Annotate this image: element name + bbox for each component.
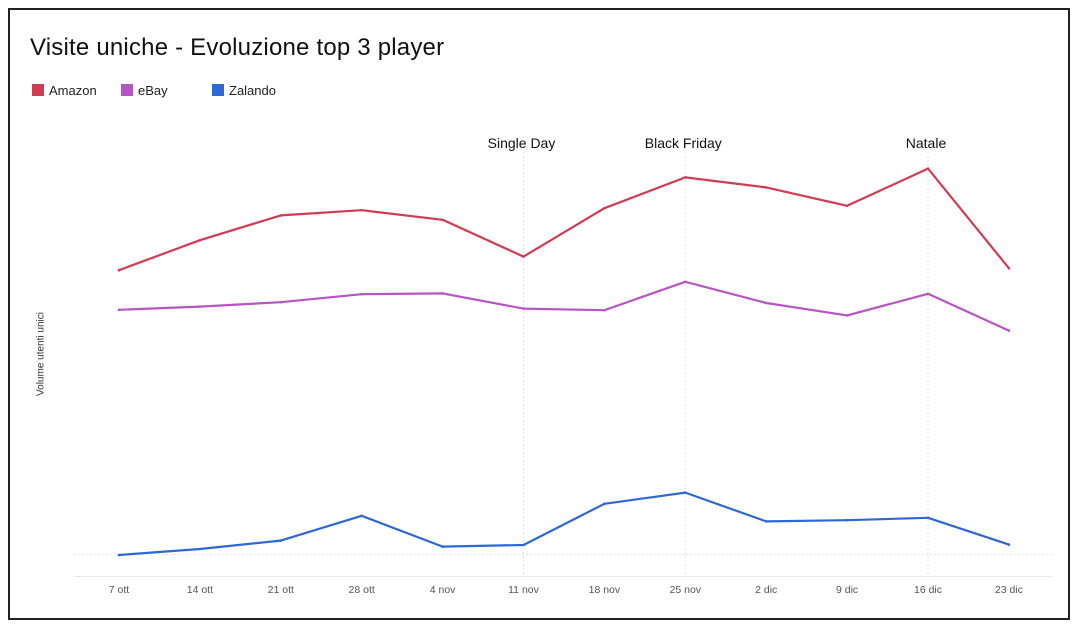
annotation-label-single-day: Single Day xyxy=(488,135,556,151)
data-point-amazon-7 xyxy=(684,176,687,179)
data-point-ebay-7 xyxy=(684,280,687,284)
data-point-zalando-4 xyxy=(441,545,444,548)
data-point-ebay-6 xyxy=(603,308,606,312)
data-point-amazon-0 xyxy=(117,268,121,272)
data-point-amazon-5 xyxy=(522,255,525,258)
x-tick-label-2-dic: 2 dic xyxy=(755,584,777,596)
data-point-ebay-1 xyxy=(198,305,202,308)
data-point-ebay-3 xyxy=(360,292,364,296)
legend-item-zalando[interactable]: Zalando xyxy=(212,81,276,99)
x-tick-label-23-dic: 23 dic xyxy=(995,584,1023,596)
x-tick-label-4-nov: 4 nov xyxy=(430,584,456,596)
legend-label-zalando: Zalando xyxy=(229,82,276,98)
annotation-label-black-friday: Black Friday xyxy=(645,135,722,151)
legend-item-ebay[interactable]: eBay xyxy=(121,81,168,99)
x-tick-label-11-nov: 11 nov xyxy=(508,584,539,596)
data-point-amazon-2 xyxy=(279,214,283,217)
x-tick-label-14-ott: 14 ott xyxy=(187,584,213,596)
legend-label-ebay: eBay xyxy=(138,82,168,98)
data-point-zalando-8 xyxy=(764,520,768,523)
data-point-amazon-9 xyxy=(845,204,849,208)
data-point-ebay-11 xyxy=(1007,329,1011,332)
data-point-ebay-4 xyxy=(441,292,444,295)
series-line-amazon xyxy=(117,167,1011,272)
legend-label-amazon: Amazon xyxy=(49,82,97,98)
x-tick-label-18-nov: 18 nov xyxy=(589,584,621,596)
legend-swatch-ebay xyxy=(121,84,133,96)
legend-swatch-amazon xyxy=(32,84,44,96)
data-point-zalando-1 xyxy=(198,547,202,551)
x-tick-label-7-ott: 7 ott xyxy=(109,584,130,596)
data-point-amazon-8 xyxy=(764,186,768,189)
data-point-zalando-7 xyxy=(684,491,687,494)
data-point-amazon-10 xyxy=(926,167,930,170)
legend-item-amazon[interactable]: Amazon xyxy=(32,81,97,99)
data-point-ebay-9 xyxy=(845,314,849,317)
x-tick-label-9-dic: 9 dic xyxy=(836,584,858,596)
data-point-zalando-2 xyxy=(279,539,283,542)
x-tick-label-28-ott: 28 ott xyxy=(349,584,375,596)
data-point-ebay-10 xyxy=(926,292,930,296)
data-point-zalando-3 xyxy=(360,514,364,518)
data-point-zalando-6 xyxy=(603,502,606,506)
data-point-ebay-0 xyxy=(117,308,121,312)
data-point-amazon-11 xyxy=(1007,266,1011,270)
data-point-zalando-0 xyxy=(117,553,121,557)
series-line-zalando xyxy=(117,491,1011,557)
data-point-zalando-11 xyxy=(1007,543,1011,546)
data-point-amazon-6 xyxy=(603,206,606,210)
x-tick-label-21-ott: 21 ott xyxy=(268,584,294,596)
x-tick-label-16-dic: 16 dic xyxy=(914,584,942,596)
data-point-zalando-10 xyxy=(926,516,930,520)
annotation-label-natale: Natale xyxy=(906,135,947,151)
legend-swatch-zalando xyxy=(212,84,224,96)
chart-title: Visite uniche - Evoluzione top 3 player xyxy=(30,34,445,61)
data-point-amazon-3 xyxy=(360,208,364,212)
data-point-ebay-2 xyxy=(279,300,283,304)
data-point-ebay-5 xyxy=(522,307,525,310)
data-point-amazon-1 xyxy=(198,238,202,242)
data-point-zalando-5 xyxy=(522,543,525,547)
x-tick-label-25-nov: 25 nov xyxy=(670,584,702,596)
data-point-amazon-4 xyxy=(441,218,444,222)
series-line-ebay xyxy=(117,280,1011,332)
data-point-ebay-8 xyxy=(764,301,768,305)
data-point-zalando-9 xyxy=(845,518,849,522)
